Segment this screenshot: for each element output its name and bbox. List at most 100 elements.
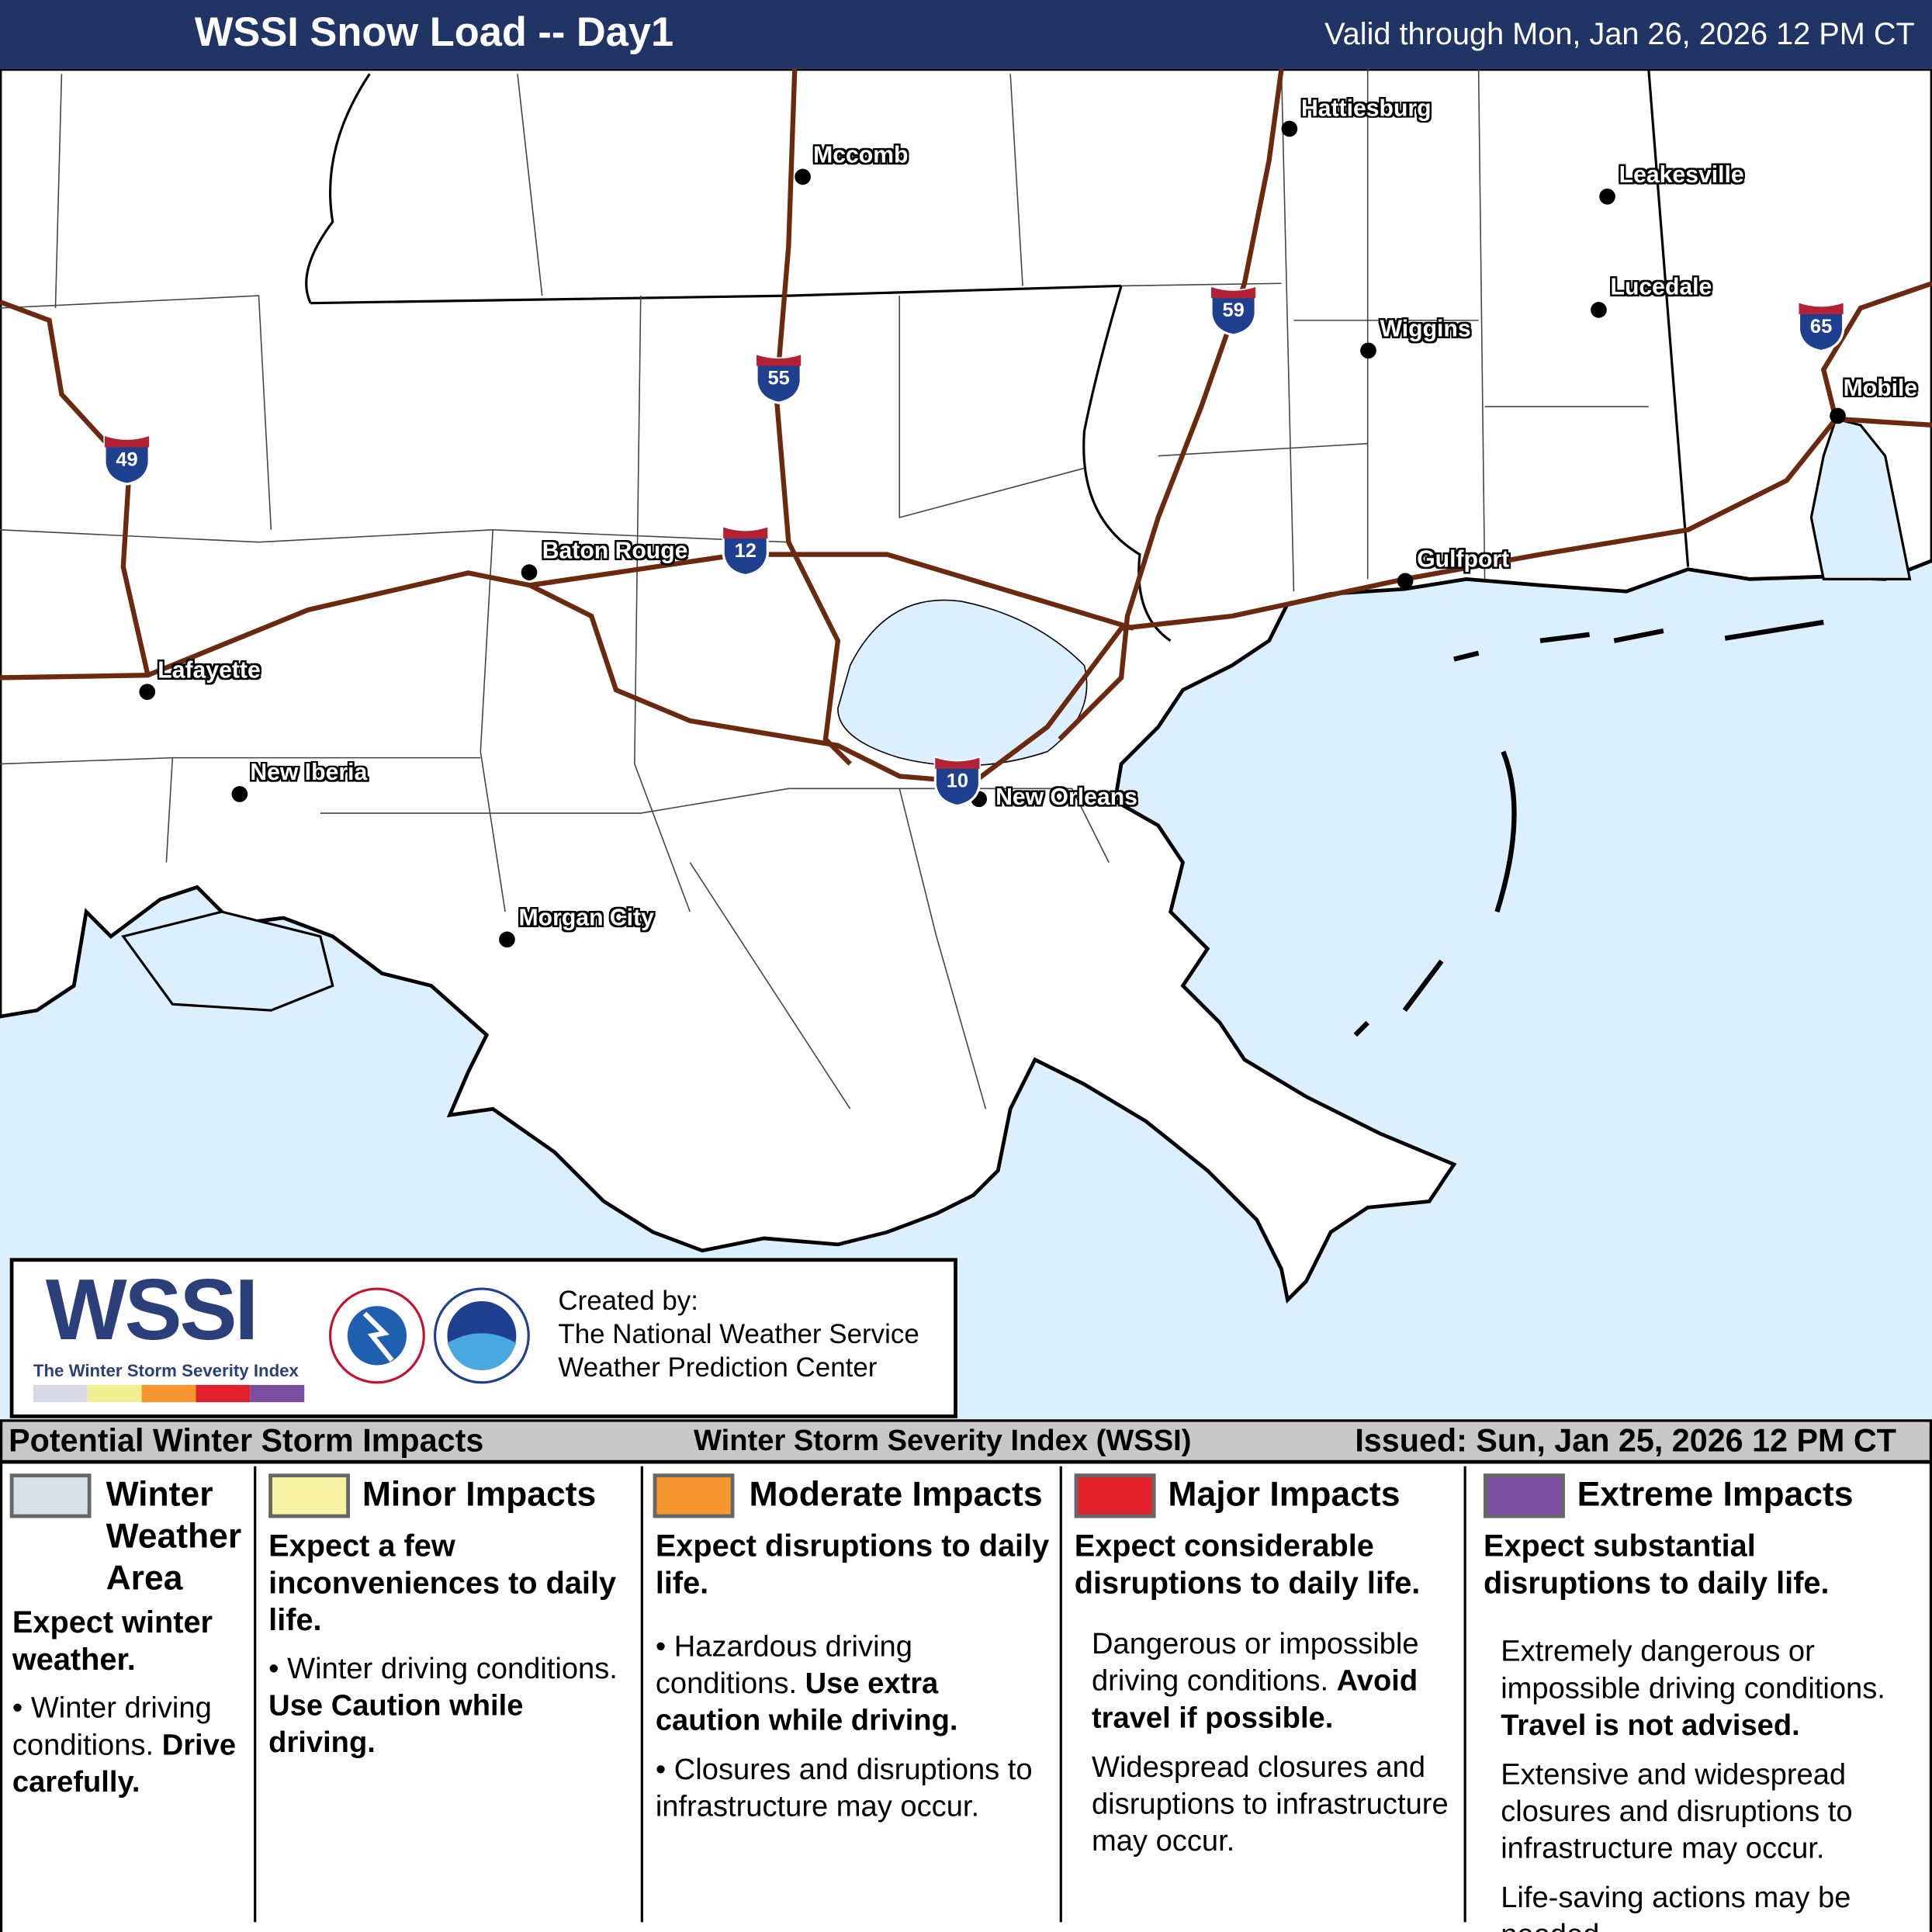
legend-title-bar: Potential Winter Storm Impacts Winter St… <box>0 1419 1932 1464</box>
bullet-bold: Use extra caution while driving. <box>655 1667 958 1738</box>
wssi-logo: WSSI <box>45 1262 259 1358</box>
city-label-mccomb: Mccomb <box>813 143 909 169</box>
city-dot-mccomb <box>795 168 811 185</box>
legend-minor-impacts: Minor Impacts Expect a few inconvenience… <box>266 1466 635 1923</box>
basemap <box>0 67 1932 1420</box>
bullet: • Winter driving conditions. Drive caref… <box>12 1691 237 1799</box>
category-summary: Expect considerable disruptions to daily… <box>1074 1529 1421 1601</box>
map-area: Hattiesburg Mccomb Leakesville Lucedale … <box>0 67 1932 1420</box>
city-label-wiggins: Wiggins <box>1380 317 1471 343</box>
city-label-morgan-city: Morgan City <box>518 905 654 932</box>
i-12 <box>529 552 1134 631</box>
credits: Created by: The National Weather Service… <box>558 1284 919 1384</box>
issued-time: Issued: Sun, Jan 25, 2026 12 PM CT <box>1355 1421 1896 1459</box>
wssi-subtitle: The Winter Storm Severity Index <box>33 1360 299 1380</box>
bullet-text: Winter driving conditions. <box>12 1691 212 1762</box>
bullet-text: Extensive and widespread closures and di… <box>1501 1758 1853 1866</box>
wssi-color-bar <box>33 1384 305 1403</box>
interstate-shield-10: 10 <box>933 755 982 808</box>
org-nws: The National Weather Service <box>558 1318 919 1349</box>
bullet-bold: Drive carefully. <box>12 1728 237 1799</box>
bullet-text: Dangerous or impossible driving conditio… <box>1091 1627 1419 1698</box>
category-summary: Expect winter weather. <box>12 1605 213 1678</box>
city-label-leakesville: Leakesville <box>1619 162 1744 189</box>
noaa-logo-icon <box>433 1287 530 1384</box>
bullet: Widespread closures and disruptions to i… <box>1075 1750 1459 1861</box>
city-dot-gulfport <box>1397 573 1414 590</box>
shield-icon <box>1210 285 1257 337</box>
mobile-bay <box>1809 417 1912 580</box>
divider <box>640 1466 643 1923</box>
lake-pontchartrain <box>837 599 1088 767</box>
bullet-bold: Travel is not advised. <box>1501 1709 1800 1743</box>
interstate-shield-65: 65 <box>1796 300 1846 353</box>
shield-icon <box>755 353 802 404</box>
city-dot-lafayette <box>139 684 156 700</box>
bullet-text: Life-saving actions may be needed. <box>1501 1881 1851 1932</box>
bar-winter <box>33 1384 88 1403</box>
legend-moderate-impacts: Moderate Impacts Expect disruptions to d… <box>653 1466 1054 1923</box>
bullet: • Closures and disruptions to infrastruc… <box>655 1753 1033 1824</box>
bar-extreme <box>250 1384 305 1403</box>
valid-time: Valid through Mon, Jan 26, 2026 12 PM CT <box>1324 17 1915 52</box>
category-summary: Expect a few inconveniences to daily lif… <box>268 1529 617 1638</box>
parish-county-lines <box>0 68 1649 1110</box>
i-55 <box>774 68 852 766</box>
i-59 <box>1058 68 1284 742</box>
city-label-hattiesburg: Hattiesburg <box>1300 95 1432 123</box>
category-label: Major Impacts <box>1168 1474 1401 1514</box>
bullet: Extensive and widespread closures and di… <box>1484 1757 1921 1868</box>
shield-number: 12 <box>734 541 757 563</box>
bullet-text: Extremely dangerous or impossible drivin… <box>1501 1635 1885 1705</box>
state-lines <box>305 68 1690 642</box>
interstate-shield-49: 49 <box>102 434 152 486</box>
org-wpc: Weather Prediction Center <box>558 1352 878 1383</box>
category-summary: Expect disruptions to daily life. <box>655 1529 1050 1601</box>
category-summary: Expect substantial disruptions to daily … <box>1483 1529 1830 1601</box>
bullet-bold: Avoid travel if possible. <box>1091 1664 1418 1735</box>
swatch-moderate <box>653 1473 735 1518</box>
i-49 <box>0 299 151 676</box>
bar-minor <box>87 1384 142 1403</box>
bullet: Extremely dangerous or impossible drivin… <box>1484 1634 1921 1745</box>
interstate-shield-55: 55 <box>754 352 804 404</box>
interstate-shield-59: 59 <box>1209 285 1259 337</box>
category-label: Moderate Impacts <box>749 1474 1043 1514</box>
divider <box>254 1466 257 1923</box>
swatch-winter <box>9 1473 92 1518</box>
shield-number: 10 <box>946 771 969 793</box>
legend-extreme-impacts: Extreme Impacts Expect substantial disru… <box>1481 1466 1927 1932</box>
city-label-new-orleans: New Orleans <box>995 784 1137 811</box>
legend-title: Potential Winter Storm Impacts <box>9 1421 484 1459</box>
barrier-islands <box>1353 619 1824 1037</box>
city-label-lucedale: Lucedale <box>1610 275 1712 301</box>
bullet-text: Winter driving conditions. <box>287 1652 618 1686</box>
swatch-minor <box>268 1473 350 1518</box>
shield-number: 65 <box>1809 317 1833 338</box>
bullet: Dangerous or impossible driving conditio… <box>1075 1626 1459 1737</box>
shield-icon <box>103 434 151 486</box>
category-label: Extreme Impacts <box>1577 1474 1854 1514</box>
created-by-label: Created by: <box>558 1285 698 1316</box>
legend-major-impacts: Major Impacts Expect considerable disrup… <box>1072 1466 1460 1923</box>
shield-icon <box>933 756 982 808</box>
city-label-gulfport: Gulfport <box>1417 547 1510 573</box>
divider <box>1463 1466 1466 1923</box>
bullet-bold: Use Caution while driving. <box>268 1689 524 1760</box>
city-label-new-iberia: New Iberia <box>250 760 368 787</box>
vermilion-bay <box>121 910 334 1012</box>
shield-number: 59 <box>1222 300 1245 322</box>
swatch-extreme <box>1483 1473 1565 1518</box>
bar-moderate <box>141 1384 196 1403</box>
bar-major <box>196 1384 251 1403</box>
bullet: Life-saving actions may be needed. <box>1484 1880 1921 1932</box>
swatch-major <box>1074 1473 1156 1518</box>
header-bar: WSSI Snow Load -- Day1 Valid through Mon… <box>0 0 1932 69</box>
nws-logo-icon <box>328 1287 425 1384</box>
bullet-text: Hazardous driving conditions. <box>655 1629 912 1701</box>
city-dot-new-iberia <box>231 786 248 802</box>
map-title: WSSI Snow Load -- Day1 <box>194 9 674 54</box>
city-dot-mobile <box>1830 407 1846 424</box>
city-dot-lucedale <box>1591 302 1607 318</box>
